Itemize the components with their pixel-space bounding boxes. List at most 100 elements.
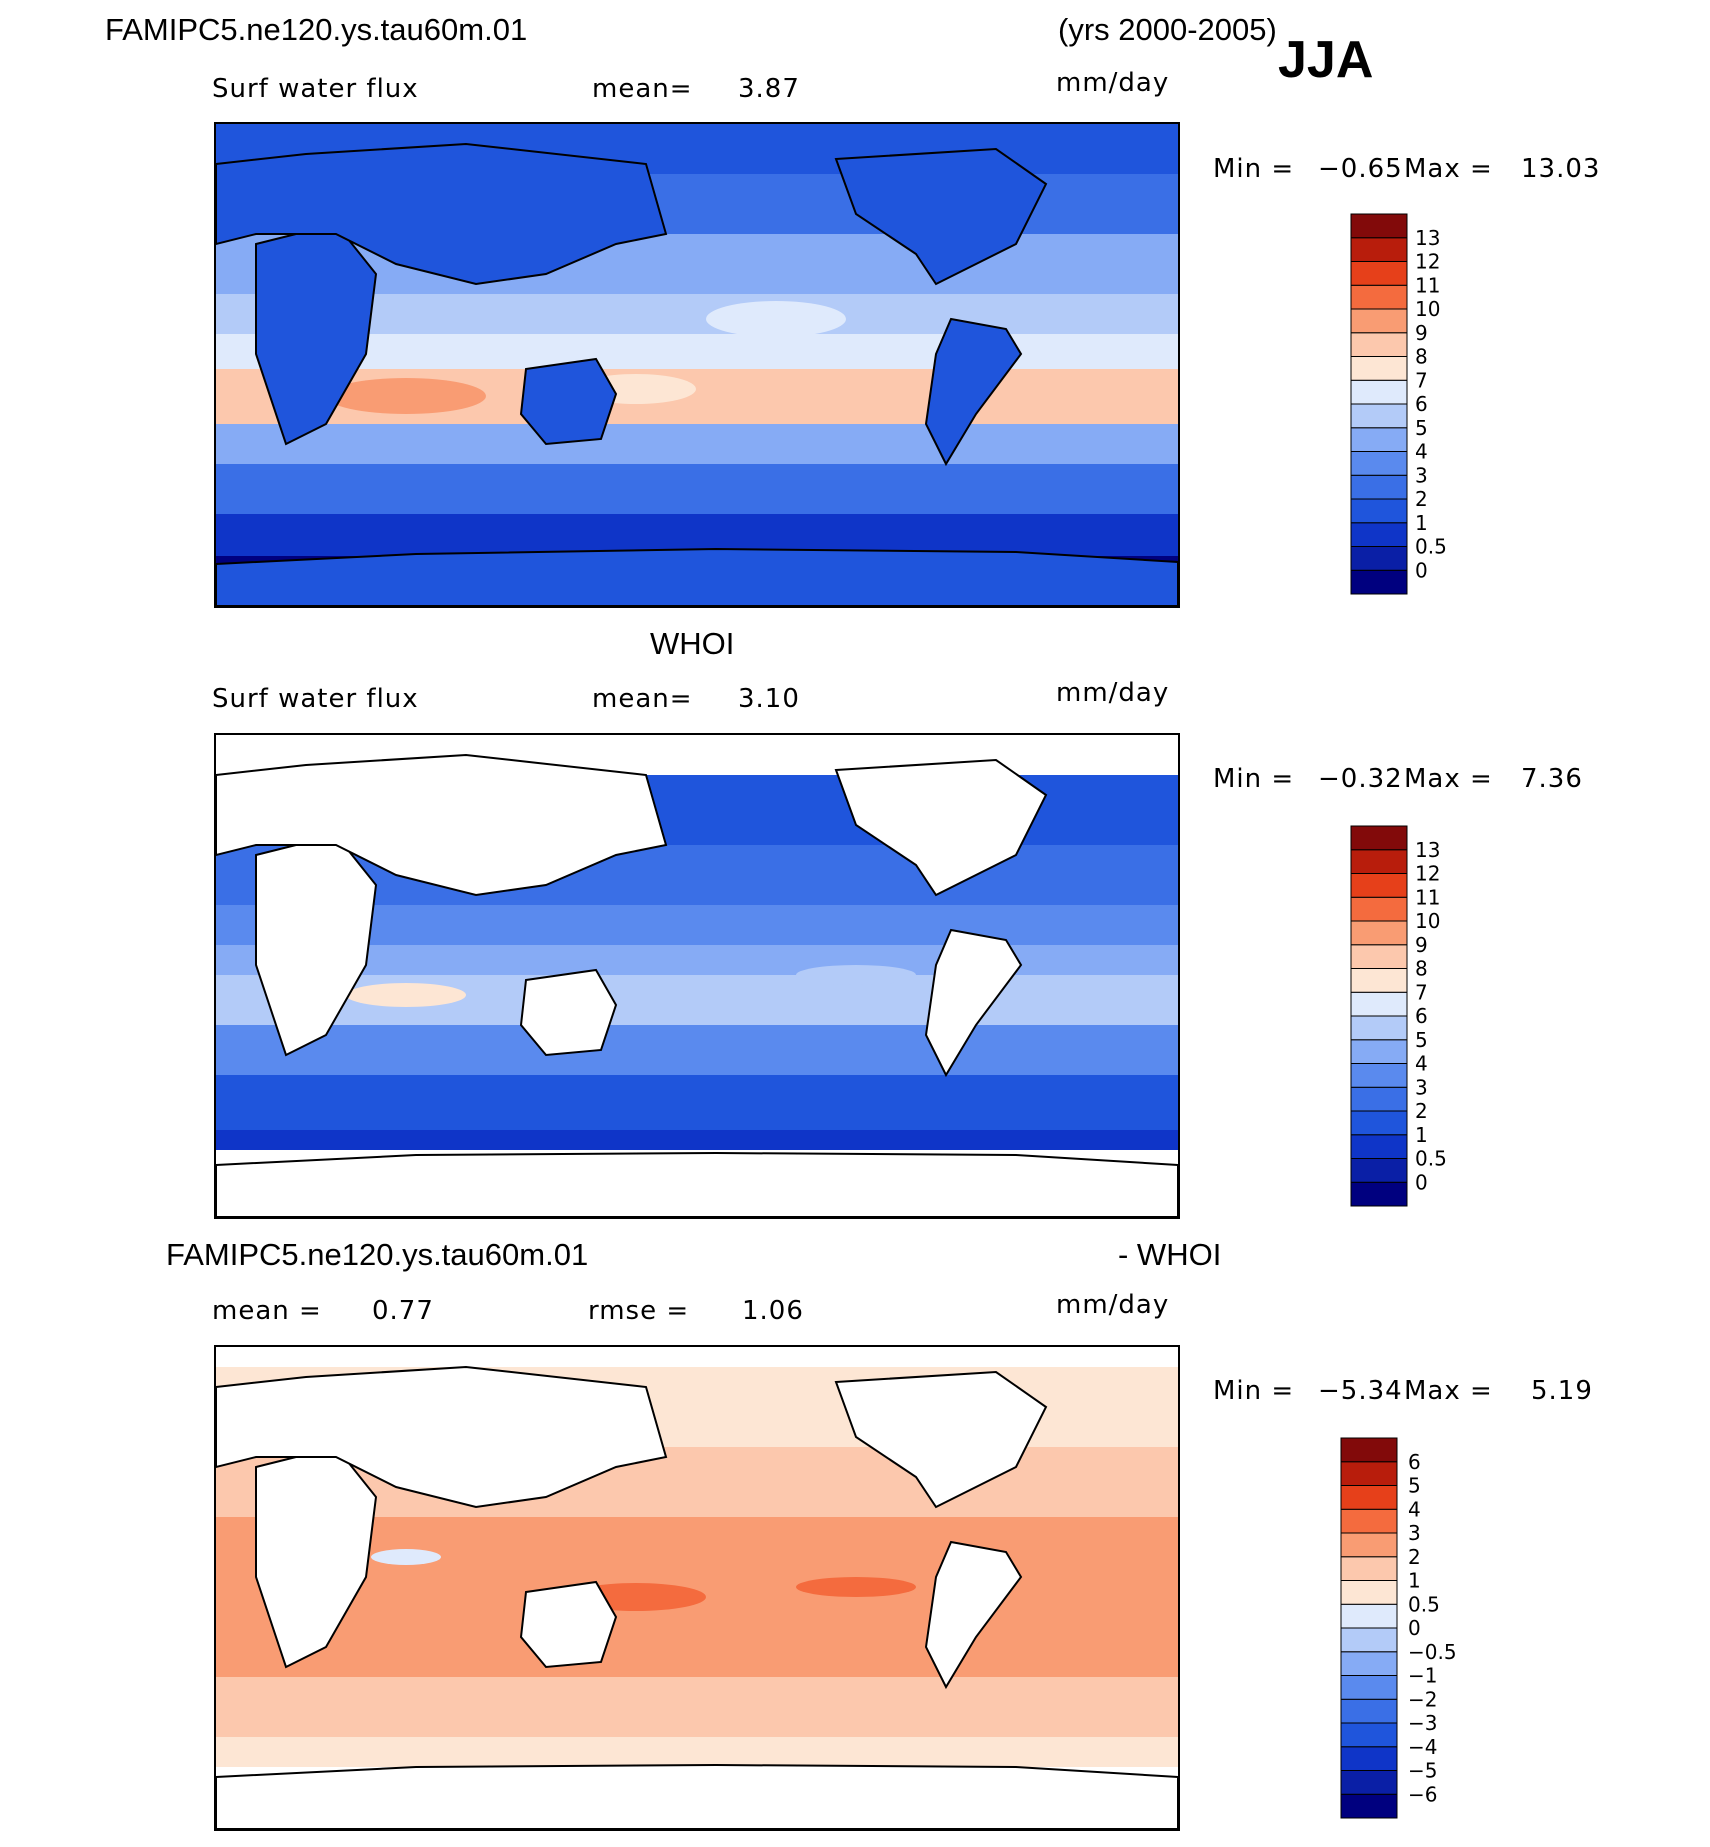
colorbar-tick-label: 4 <box>1408 1497 1421 1521</box>
colorbar-swatch <box>1340 1461 1398 1486</box>
colorbar-swatch <box>1350 427 1408 452</box>
land-eurasia <box>216 753 668 897</box>
panel2-variable: Surf water flux <box>212 684 419 714</box>
colorbar-swatch <box>1350 920 1408 946</box>
land-south-america <box>924 1540 1023 1690</box>
colorbar-tick-label: 2 <box>1415 1099 1428 1123</box>
panel2-max-value: 7.36 <box>1521 764 1583 794</box>
panel1-mean-label: mean= <box>592 74 693 104</box>
panel3-max-value: 5.19 <box>1531 1376 1593 1406</box>
years-label: (yrs 2000-2005) <box>1058 12 1277 47</box>
blob-east-pacific <box>796 1577 916 1597</box>
colorbar-swatch <box>1340 1508 1398 1534</box>
band-s-high <box>216 1737 1178 1767</box>
colorbar-swatch <box>1340 1556 1398 1581</box>
colorbar-tick-label: 1 <box>1415 1123 1428 1147</box>
panel3-min-value: −5.34 <box>1318 1376 1403 1406</box>
panel1-mean-value: 3.87 <box>738 74 800 104</box>
colorbar-tick-label: 0 <box>1415 558 1428 582</box>
colorbar-swatch <box>1350 356 1408 381</box>
colorbar-swatch <box>1350 332 1408 357</box>
panel1-max-value: 13.03 <box>1521 154 1601 184</box>
panel3-title-right: - WHOI <box>1118 1237 1222 1272</box>
band-s-mid <box>216 1677 1178 1737</box>
colorbar-tick-label: 5 <box>1408 1474 1421 1498</box>
colorbar-tick-label: 0 <box>1408 1616 1421 1640</box>
land-north-america <box>834 147 1048 286</box>
colorbar-swatch <box>1350 451 1408 476</box>
colorbar-swatch <box>1340 1437 1398 1463</box>
colorbar-tick-label: 7 <box>1415 368 1428 392</box>
land-eurasia <box>216 142 668 286</box>
colorbar-tick-label: −5 <box>1408 1759 1437 1783</box>
colorbar-tick-label: 3 <box>1415 463 1428 487</box>
panel3-title-left: FAMIPC5.ne120.ys.tau60m.01 <box>166 1237 589 1272</box>
land-australia <box>519 1580 618 1669</box>
colorbar-tick-label: −2 <box>1408 1687 1437 1711</box>
panel3-colorbar: −6 −5 −4 −3 −2 −1 −0.5 0 0.5 1 2 3 4 5 6 <box>1330 1434 1480 1824</box>
land-north-america <box>834 758 1048 897</box>
colorbar-tick-label: 1 <box>1415 511 1428 535</box>
panel1-map <box>214 122 1180 608</box>
panel1-min-value: −0.65 <box>1318 154 1403 184</box>
band-s-mid <box>216 464 1178 514</box>
colorbar-swatch <box>1350 1110 1408 1136</box>
blob-east-pacific <box>796 965 916 985</box>
colorbar-swatch <box>1350 849 1408 874</box>
colorbar-swatch <box>1340 1651 1398 1676</box>
colorbar-swatch <box>1350 522 1408 547</box>
colorbar-swatch <box>1340 1485 1398 1510</box>
land-australia <box>519 968 618 1057</box>
land-antarctica <box>216 547 1178 606</box>
band-s-sub <box>216 1025 1178 1075</box>
panel3-mean-label: mean = <box>212 1296 322 1326</box>
colorbar-swatch <box>1350 825 1408 851</box>
colorbar-tick-label: 0.5 <box>1415 535 1447 559</box>
panel2-min-label: Min = <box>1213 764 1295 794</box>
panel2-mean-value: 3.10 <box>738 684 800 714</box>
colorbar-swatch <box>1350 896 1408 922</box>
land-south-america <box>924 317 1023 467</box>
land-eurasia <box>216 1365 668 1509</box>
colorbar-tick-label: 10 <box>1415 909 1440 933</box>
colorbar-swatch <box>1350 1158 1408 1183</box>
colorbar-swatch <box>1340 1770 1398 1795</box>
colorbar-swatch <box>1350 968 1408 993</box>
colorbar-swatch <box>1340 1532 1398 1558</box>
panel3-rmse-value: 1.06 <box>742 1296 804 1326</box>
case-name-title: FAMIPC5.ne120.ys.tau60m.01 <box>105 12 528 47</box>
panel3-map <box>214 1345 1180 1831</box>
colorbar-tick-label: 10 <box>1415 297 1440 321</box>
colorbar-tick-label: 4 <box>1415 440 1428 464</box>
colorbar-tick-label: −6 <box>1408 1782 1437 1806</box>
colorbar-swatch <box>1350 284 1408 310</box>
colorbar-tick-label: 9 <box>1415 933 1428 957</box>
panel2-map <box>214 733 1180 1219</box>
blob-east-pacific <box>706 301 846 337</box>
colorbar-tick-label: 8 <box>1415 957 1428 981</box>
colorbar-tick-label: 3 <box>1408 1521 1421 1545</box>
colorbar-swatch <box>1350 261 1408 286</box>
colorbar-swatch <box>1340 1580 1398 1605</box>
colorbar-swatch <box>1350 474 1408 500</box>
land-antarctica <box>216 1151 1178 1217</box>
land-australia <box>519 357 618 446</box>
colorbar-swatch <box>1340 1675 1398 1700</box>
colorbar-tick-label: 7 <box>1415 980 1428 1004</box>
panel2-coastlines <box>216 753 1178 1217</box>
panel3-max-label: Max = <box>1404 1376 1493 1406</box>
panel1-coastlines <box>216 142 1178 606</box>
band-s-high <box>216 1130 1178 1150</box>
panel3-rmse-label: rmse = <box>588 1296 690 1326</box>
colorbar-swatch <box>1350 873 1408 898</box>
colorbar-swatch <box>1350 379 1408 405</box>
band-n-tropics <box>216 294 1178 334</box>
colorbar-tick-label: 9 <box>1415 321 1428 345</box>
colorbar-tick-label: 6 <box>1415 1004 1428 1028</box>
colorbar-tick-label: 4 <box>1415 1052 1428 1076</box>
colorbar-tick-label: 11 <box>1415 885 1440 909</box>
panel1-units: mm/day <box>1056 68 1170 98</box>
colorbar-tick-label: 12 <box>1415 250 1440 274</box>
